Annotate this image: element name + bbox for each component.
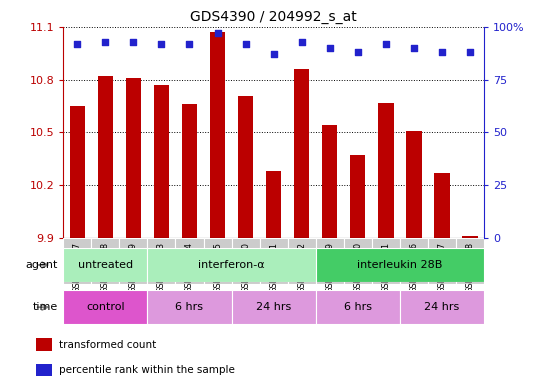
Text: control: control — [86, 302, 125, 312]
Point — [185, 41, 194, 47]
Bar — [294, 69, 310, 238]
Bar — [238, 96, 254, 238]
Text: agent: agent — [25, 260, 58, 270]
Bar — [260, 238, 288, 284]
Bar — [63, 248, 147, 282]
Point — [73, 41, 82, 47]
Text: transformed count: transformed count — [59, 340, 156, 350]
Point — [326, 45, 334, 51]
Point — [297, 39, 306, 45]
Bar — [406, 131, 422, 238]
Bar — [316, 248, 484, 282]
Text: untreated: untreated — [78, 260, 133, 270]
Bar — [63, 238, 91, 284]
Bar — [344, 238, 372, 284]
Text: 6 hrs: 6 hrs — [175, 302, 204, 312]
Text: 6 hrs: 6 hrs — [344, 302, 372, 312]
Bar — [147, 248, 316, 282]
Text: GSM773326: GSM773326 — [409, 242, 419, 293]
Point — [382, 41, 390, 47]
Text: percentile rank within the sample: percentile rank within the sample — [59, 365, 235, 375]
Text: GSM773328: GSM773328 — [465, 242, 475, 293]
Text: 24 hrs: 24 hrs — [424, 302, 460, 312]
Text: GSM773317: GSM773317 — [73, 242, 82, 293]
Bar — [175, 238, 204, 284]
Bar — [36, 338, 52, 351]
Text: GSM773318: GSM773318 — [101, 242, 110, 293]
Point — [353, 49, 362, 55]
Text: GSM773319: GSM773319 — [129, 242, 138, 293]
Bar — [232, 238, 260, 284]
Point — [213, 30, 222, 36]
Bar — [36, 364, 52, 376]
Bar — [372, 238, 400, 284]
Bar — [322, 126, 338, 238]
Bar — [153, 85, 169, 238]
Bar — [266, 171, 282, 238]
Bar — [428, 238, 456, 284]
Title: GDS4390 / 204992_s_at: GDS4390 / 204992_s_at — [190, 10, 357, 25]
Bar — [316, 238, 344, 284]
Text: GSM773330: GSM773330 — [353, 242, 362, 293]
Bar — [232, 290, 316, 324]
Bar — [456, 238, 484, 284]
Text: interferon-α: interferon-α — [198, 260, 265, 270]
Bar — [119, 238, 147, 284]
Text: 24 hrs: 24 hrs — [256, 302, 292, 312]
Text: GSM773329: GSM773329 — [325, 242, 334, 293]
Text: interleukin 28B: interleukin 28B — [357, 260, 443, 270]
Bar — [63, 290, 147, 324]
Point — [438, 49, 447, 55]
Point — [465, 49, 474, 55]
Text: GSM773323: GSM773323 — [157, 242, 166, 293]
Bar — [288, 238, 316, 284]
Text: GSM773322: GSM773322 — [297, 242, 306, 293]
Text: time: time — [32, 302, 58, 312]
Bar — [204, 238, 232, 284]
Bar — [147, 290, 232, 324]
Text: GSM773324: GSM773324 — [185, 242, 194, 293]
Point — [241, 41, 250, 47]
Point — [157, 41, 166, 47]
Bar — [69, 106, 85, 238]
Bar — [147, 238, 175, 284]
Point — [129, 39, 138, 45]
Point — [409, 45, 418, 51]
Bar — [125, 78, 141, 238]
Bar — [316, 290, 400, 324]
Text: GSM773325: GSM773325 — [213, 242, 222, 293]
Text: GSM773320: GSM773320 — [241, 242, 250, 293]
Text: GSM773327: GSM773327 — [437, 242, 447, 293]
Text: GSM773331: GSM773331 — [381, 242, 390, 293]
Bar — [400, 238, 428, 284]
Point — [270, 51, 278, 58]
Bar — [182, 104, 197, 238]
Text: GSM773321: GSM773321 — [269, 242, 278, 293]
Bar — [462, 236, 478, 238]
Bar — [97, 76, 113, 238]
Bar — [350, 156, 366, 238]
Bar — [434, 173, 450, 238]
Bar — [378, 103, 394, 238]
Bar — [400, 290, 484, 324]
Bar — [210, 32, 226, 238]
Point — [101, 39, 110, 45]
Bar — [91, 238, 119, 284]
